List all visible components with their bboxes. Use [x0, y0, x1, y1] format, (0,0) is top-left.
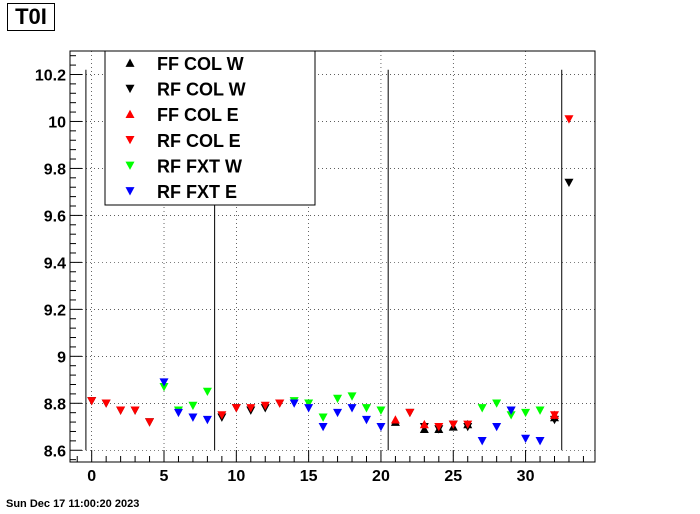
- data-point-rf-col-e: [550, 411, 560, 420]
- data-point-rf-fxt-w: [333, 394, 343, 404]
- data-point-rf-col-e: [130, 406, 140, 415]
- legend-label: FF COL E: [157, 105, 239, 125]
- data-point-rf-fxt-e: [347, 404, 357, 413]
- data-point-rf-fxt-e: [492, 422, 502, 432]
- data-point-rf-fxt-w: [521, 408, 531, 418]
- data-point-rf-fxt-w: [159, 383, 169, 392]
- data-point-rf-fxt-e: [521, 434, 531, 444]
- y-tick-label: 9: [57, 349, 66, 366]
- data-point-rf-col-e: [246, 404, 256, 413]
- legend-marker: [125, 135, 135, 145]
- data-point-rf-col-e: [101, 399, 111, 408]
- y-tick-label: 9.6: [44, 208, 66, 225]
- data-point-rf-col-e: [434, 422, 444, 432]
- y-tick-label: 10.2: [35, 67, 66, 84]
- legend-label: FF COL W: [157, 54, 244, 74]
- data-point-rf-fxt-e: [289, 399, 299, 408]
- legend-label: RF FXT W: [157, 156, 242, 176]
- plot-frame: [69, 50, 596, 463]
- data-point-rf-fxt-w: [188, 401, 198, 411]
- data-point-rf-col-e: [145, 418, 155, 427]
- data-point-rf-col-e: [564, 115, 574, 124]
- data-point-rf-fxt-e: [188, 413, 198, 422]
- data-point-rf-fxt-e: [318, 422, 328, 432]
- data-point-rf-fxt-e: [159, 378, 169, 387]
- legend-marker: [125, 84, 135, 94]
- data-point-rf-fxt-e: [506, 406, 516, 415]
- data-point-rf-col-w: [564, 178, 574, 188]
- data-point-rf-col-e: [87, 397, 97, 406]
- x-tick-label: 5: [160, 468, 169, 485]
- data-point-rf-fxt-e: [333, 408, 343, 418]
- legend-marker: [125, 109, 135, 119]
- data-point-rf-fxt-e: [304, 404, 314, 413]
- y-tick-label: 8.6: [44, 443, 66, 460]
- legend-label: RF COL W: [157, 80, 246, 100]
- x-tick-label: 30: [517, 468, 535, 485]
- page-title: T0I: [7, 3, 55, 31]
- data-point-ff-col-e: [390, 415, 400, 424]
- data-point-rf-fxt-e: [173, 408, 183, 418]
- data-point-rf-fxt-w: [304, 399, 314, 408]
- data-point-rf-fxt-e: [361, 415, 371, 425]
- data-point-rf-col-e: [231, 404, 241, 413]
- data-point-rf-fxt-e: [477, 437, 487, 446]
- legend-marker: [125, 187, 135, 196]
- data-point-rf-fxt-e: [202, 415, 212, 425]
- x-tick-label: 20: [372, 468, 390, 485]
- y-tick-label: 9.8: [44, 161, 66, 178]
- y-tick-label: 9.4: [44, 255, 66, 272]
- x-tick-label: 15: [300, 468, 318, 485]
- x-tick-label: 0: [87, 468, 96, 485]
- timestamp: Sun Dec 17 11:00:20 2023: [6, 498, 140, 510]
- legend-label: RF COL E: [157, 131, 241, 151]
- data-point-rf-fxt-w: [477, 404, 487, 413]
- y-tick-label: 8.8: [44, 396, 66, 413]
- data-point-rf-fxt-w: [376, 406, 386, 415]
- data-point-rf-col-e: [275, 399, 285, 408]
- data-point-rf-fxt-e: [535, 437, 545, 446]
- data-point-rf-fxt-w: [318, 413, 328, 422]
- data-point-rf-fxt-w: [347, 392, 357, 401]
- data-point-rf-fxt-w: [535, 406, 545, 415]
- data-point-rf-col-e: [448, 420, 458, 429]
- legend-marker: [125, 58, 135, 67]
- x-tick-label: 25: [444, 468, 462, 485]
- y-tick-label: 9.2: [44, 302, 66, 319]
- data-point-rf-fxt-w: [506, 411, 516, 420]
- data-point-ff-col-e: [419, 419, 429, 429]
- data-point-rf-fxt-w: [202, 387, 212, 397]
- legend-box: [104, 50, 316, 206]
- x-tick-label: 10: [227, 468, 245, 485]
- data-point-rf-fxt-e: [376, 422, 386, 432]
- data-point-rf-col-e: [405, 408, 415, 418]
- data-point-rf-col-e: [217, 411, 227, 420]
- data-point-rf-col-e: [116, 406, 126, 415]
- data-point-rf-col-e: [260, 401, 270, 411]
- legend-label: RF FXT E: [157, 182, 237, 202]
- data-point-rf-fxt-w: [492, 399, 502, 408]
- y-tick-label: 10: [48, 114, 66, 131]
- data-point-rf-col-e: [463, 420, 473, 429]
- legend-marker: [125, 161, 135, 170]
- data-point-rf-fxt-w: [361, 404, 371, 413]
